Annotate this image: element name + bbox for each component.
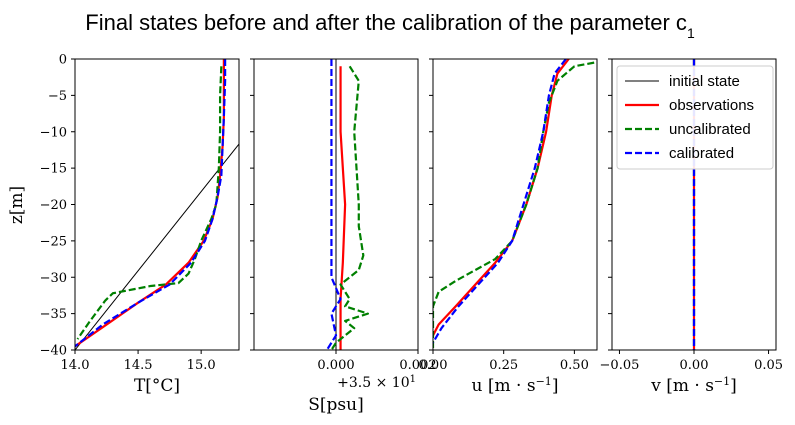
- x-tick-label: 0.00: [680, 358, 709, 373]
- legend-box: [616, 65, 774, 170]
- panel-2: 0.000 0.002+3.5 × 101 S[psu]: [250, 58, 437, 415]
- x-axis-label: v [m · s−1]: [650, 375, 737, 397]
- y-tick-label: 0: [59, 53, 67, 68]
- y-tick-label: −5: [48, 89, 67, 104]
- series-group: [75, 59, 239, 350]
- legend-label: uncalibrated: [669, 121, 751, 138]
- series-uncalibrated: [330, 65, 369, 350]
- title-subscript: 1: [687, 25, 695, 41]
- x-tick-label: 0.00: [419, 358, 448, 373]
- x-tick-label: 0.05: [754, 358, 783, 373]
- series-uncalibrated: [433, 61, 595, 350]
- x-tick-label: 0.002: [399, 358, 436, 373]
- y-tick-label: −35: [40, 307, 67, 322]
- series-calibrated: [325, 59, 342, 350]
- series-calibrated: [433, 59, 567, 344]
- y-tick-label: −25: [40, 234, 67, 249]
- series-observations: [75, 59, 225, 348]
- x-axis-label: u [m · s−1]: [472, 375, 559, 397]
- series-group: [325, 59, 369, 350]
- y-tick-label: −15: [40, 162, 67, 177]
- series-group: [433, 59, 595, 350]
- y-axis-label: z[m]: [7, 186, 27, 224]
- x-axis-label: T[°C]: [134, 376, 180, 396]
- y-tick-label: −10: [40, 125, 67, 140]
- x-tick-label: 15.0: [187, 358, 216, 373]
- y-tick-label: −40: [40, 344, 67, 359]
- series-uncalibrated: [76, 66, 223, 340]
- y-tick-label: −30: [40, 271, 67, 286]
- legend-label: observations: [669, 97, 754, 114]
- legend: initial state observations uncalibrated cal…: [616, 65, 774, 170]
- x-tick-label: −0.05: [600, 358, 640, 373]
- x-axis-label: S[psu]: [308, 395, 363, 415]
- x-tick-label: 14.0: [61, 358, 90, 373]
- legend-label: initial state: [669, 73, 740, 90]
- y-tick-label: −20: [40, 198, 67, 213]
- series-calibrated: [75, 59, 227, 348]
- x-tick-label: 0.25: [489, 358, 518, 373]
- x-tick-label: 0.000: [317, 358, 354, 373]
- x-tick-label: 0.50: [560, 358, 589, 373]
- x-offset-label: +3.5 × 101: [337, 374, 416, 392]
- series-initial-state: [75, 143, 239, 350]
- title-text: Final states before and after the calibr…: [85, 10, 687, 35]
- x-tick-label: 14.5: [124, 358, 153, 373]
- legend-label: calibrated: [669, 145, 734, 162]
- figure-title: Final states before and after the calibr…: [85, 10, 695, 41]
- series-observations: [339, 66, 347, 350]
- panel-3: 0.00 0.25 0.50u [m · s−1]: [419, 58, 598, 397]
